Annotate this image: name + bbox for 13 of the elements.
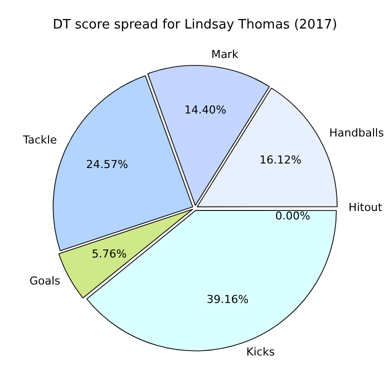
data-label: 14.40% (184, 104, 226, 117)
slice-label: Kicks (246, 346, 275, 359)
slice-label: Handballs (329, 126, 384, 140)
data-label: 24.57% (86, 158, 128, 172)
slice-label: Mark (211, 48, 239, 62)
slice-label: Tackle (22, 134, 58, 147)
slice-label: Goals (29, 274, 61, 288)
text: 0.00% (275, 209, 310, 222)
data-label: 39.16% (206, 292, 249, 306)
category-label: Hitout (348, 200, 382, 214)
chart-title: DT score spread for Lindsay Thomas (2017) (52, 17, 338, 32)
data-label: 16.12% (259, 153, 302, 166)
data-label: 5.76% (92, 248, 127, 261)
